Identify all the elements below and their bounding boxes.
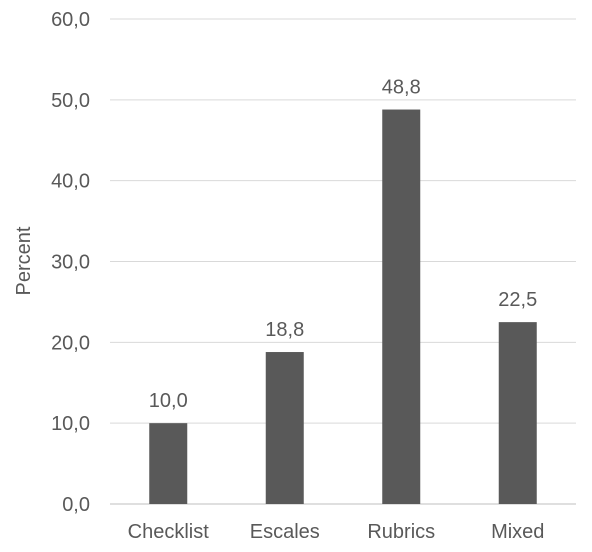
data-label: 48,8 <box>382 77 421 99</box>
y-tick-label: 40,0 <box>51 171 90 193</box>
y-tick-label: 0,0 <box>62 494 90 516</box>
y-axis-ticks: 0,0 10,0 20,0 30,0 40,0 50,0 60,0 <box>51 9 90 516</box>
data-labels: 10,0 18,8 48,8 22,5 <box>149 77 537 413</box>
y-axis-title: Percent <box>13 226 35 295</box>
bar-mixed <box>498 322 537 504</box>
data-label: 10,0 <box>149 390 188 412</box>
x-axis-ticks: Checklist Escales Rubrics Mixed <box>128 521 545 543</box>
x-tick-label: Checklist <box>128 521 210 543</box>
bar-escales <box>265 352 304 504</box>
data-label: 18,8 <box>265 319 304 341</box>
bar-rubrics <box>382 109 421 505</box>
y-tick-label: 10,0 <box>51 413 90 435</box>
y-tick-label: 60,0 <box>51 9 90 31</box>
x-tick-label: Escales <box>250 521 320 543</box>
y-tick-label: 30,0 <box>51 252 90 274</box>
bar-checklist <box>149 423 188 504</box>
bars <box>149 109 537 505</box>
data-label: 22,5 <box>498 289 537 311</box>
gridlines <box>110 18 576 505</box>
x-tick-label: Mixed <box>491 521 544 543</box>
y-tick-label: 50,0 <box>51 90 90 112</box>
y-tick-label: 20,0 <box>51 332 90 354</box>
x-tick-label: Rubrics <box>367 521 435 543</box>
